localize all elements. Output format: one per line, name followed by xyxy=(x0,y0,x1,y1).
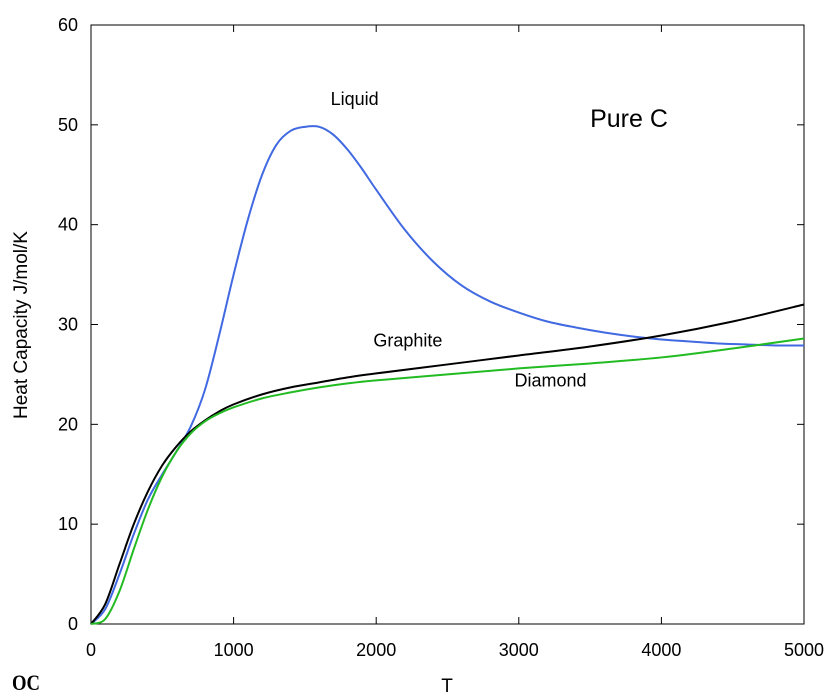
annotation-pure-c: Pure C xyxy=(590,105,668,133)
axis-ticks xyxy=(90,24,805,625)
data-series xyxy=(90,125,805,625)
x-tick-label: 5000 xyxy=(784,640,824,660)
y-tick-label: 50 xyxy=(58,115,78,135)
x-axis-title: T xyxy=(441,676,453,697)
plot-frame xyxy=(90,24,805,625)
x-tick-label: 0 xyxy=(86,640,96,660)
annotation-graphite: Graphite xyxy=(373,330,442,350)
x-tick-label: 1000 xyxy=(214,640,254,660)
annotations: Liquid Graphite Diamond Pure C xyxy=(331,89,668,391)
x-tick-label: 2000 xyxy=(356,640,396,660)
logo-mark: OC xyxy=(12,670,40,695)
tick-labels: 0 1000 2000 3000 4000 5000 0 10 20 30 40 50 60 xyxy=(58,15,824,660)
y-tick-label: 40 xyxy=(58,215,78,235)
x-tick-label: 4000 xyxy=(641,640,681,660)
y-tick-label: 30 xyxy=(58,315,78,335)
annotation-diamond: Diamond xyxy=(515,370,587,390)
series-line-graphite xyxy=(90,303,805,625)
y-axis-title: Heat Capacity J/mol/K xyxy=(11,231,32,419)
annotation-liquid: Liquid xyxy=(331,89,379,109)
y-tick-label: 20 xyxy=(58,414,78,434)
y-tick-label: 0 xyxy=(68,614,78,634)
series-line-diamond xyxy=(90,337,805,625)
y-tick-label: 10 xyxy=(58,514,78,534)
y-tick-label: 60 xyxy=(58,15,78,35)
x-tick-label: 3000 xyxy=(499,640,539,660)
